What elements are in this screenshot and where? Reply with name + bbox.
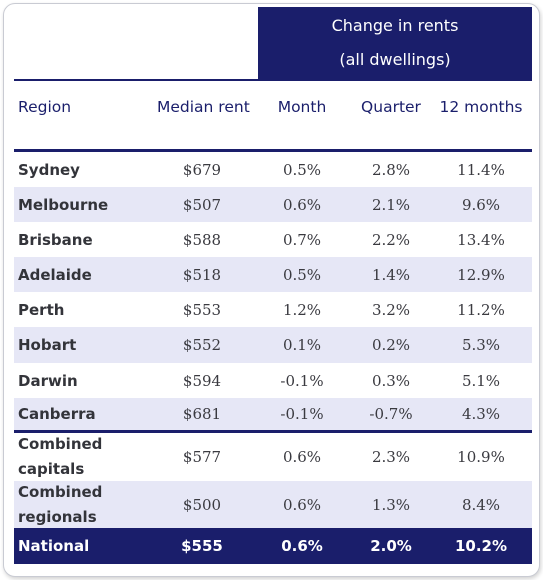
col-header-region: Region <box>18 98 72 116</box>
row-region: Adelaide <box>18 265 92 284</box>
row-quarter-change: 2.0% <box>370 537 412 555</box>
header-bottom-rule <box>14 149 532 152</box>
col-header-quarter: Quarter <box>361 98 421 116</box>
row-month-change: -0.1% <box>280 371 324 390</box>
row-month-change: 0.6% <box>282 495 322 514</box>
row-region: Canberra <box>18 405 96 423</box>
table-row-darwin: Darwin $594 -0.1% 0.3% 5.1% <box>14 363 532 398</box>
row-month-change: 0.5% <box>282 160 322 179</box>
header-group-line1: Change in rents <box>331 16 459 35</box>
col-header-median-rent: Median rent <box>157 98 250 116</box>
row-region: National <box>18 537 90 555</box>
row-median-rent: $500 <box>182 495 222 514</box>
row-region: Sydney <box>18 160 80 179</box>
row-12-month-change: 10.2% <box>454 537 508 555</box>
row-quarter-change: 2.2% <box>371 230 411 249</box>
row-median-rent: $681 <box>182 405 222 423</box>
table-row-combined-capitals: Combined capitals $577 0.6% 2.3% 10.9% <box>14 433 532 481</box>
row-median-rent: $552 <box>182 336 222 354</box>
row-region: Darwin <box>18 371 78 390</box>
row-quarter-change: 0.3% <box>371 371 411 390</box>
row-region: Perth <box>18 300 65 319</box>
row-region: Combined capitals <box>18 435 103 478</box>
summary-rule <box>14 430 532 433</box>
row-12-month-change: 11.4% <box>457 160 505 179</box>
table-row-melbourne: Melbourne $507 0.6% 2.1% 9.6% <box>14 187 532 222</box>
header-top-rule <box>14 79 532 81</box>
row-quarter-change: 0.2% <box>371 336 411 354</box>
row-12-month-change: 9.6% <box>461 195 501 214</box>
row-quarter-change: -0.7% <box>369 405 413 423</box>
row-quarter-change: 2.1% <box>371 195 411 214</box>
row-12-month-change: 11.2% <box>457 300 505 319</box>
col-header-month: Month <box>277 98 327 116</box>
row-quarter-change: 1.4% <box>371 265 411 284</box>
row-quarter-change: 3.2% <box>371 300 411 319</box>
column-header-row: Region Median rent Month Quarter 12 mont… <box>14 98 532 128</box>
row-median-rent: $588 <box>182 230 222 249</box>
row-median-rent: $577 <box>182 448 222 466</box>
row-month-change: 0.6% <box>282 448 322 466</box>
row-median-rent: $518 <box>182 265 222 284</box>
row-median-rent: $679 <box>182 160 222 179</box>
row-region: Brisbane <box>18 230 93 249</box>
table-row-canberra: Canberra $681 -0.1% -0.7% 4.3% <box>14 398 532 430</box>
row-month-change: 0.7% <box>282 230 322 249</box>
row-12-month-change: 8.4% <box>461 495 501 514</box>
row-month-change: 0.6% <box>281 537 323 555</box>
table-row-combined-regionals: Combined regionals $500 0.6% 1.3% 8.4% <box>14 481 532 528</box>
row-month-change: 0.5% <box>282 265 322 284</box>
row-quarter-change: 1.3% <box>371 495 411 514</box>
header-group-line2: (all dwellings) <box>339 50 451 69</box>
row-month-change: -0.1% <box>280 405 324 423</box>
row-12-month-change: 5.1% <box>461 371 501 390</box>
row-12-month-change: 5.3% <box>461 336 501 354</box>
row-median-rent: $555 <box>181 537 223 555</box>
col-header-12-months: 12 months <box>439 98 523 116</box>
table-row-adelaide: Adelaide $518 0.5% 1.4% 12.9% <box>14 257 532 292</box>
row-median-rent: $553 <box>182 300 222 319</box>
table-row-national: National $555 0.6% 2.0% 10.2% <box>14 528 532 564</box>
table-row-brisbane: Brisbane $588 0.7% 2.2% 13.4% <box>14 222 532 257</box>
row-12-month-change: 10.9% <box>457 448 505 466</box>
row-quarter-change: 2.3% <box>371 448 411 466</box>
row-median-rent: $507 <box>182 195 222 214</box>
change-in-rents-header: Change in rents (all dwellings) <box>258 7 532 79</box>
row-region: Melbourne <box>18 195 109 214</box>
row-quarter-change: 2.8% <box>371 160 411 179</box>
row-month-change: 1.2% <box>282 300 322 319</box>
row-median-rent: $594 <box>182 371 222 390</box>
table-row-perth: Perth $553 1.2% 3.2% 11.2% <box>14 292 532 327</box>
table-row-hobart: Hobart $552 0.1% 0.2% 5.3% <box>14 327 532 363</box>
row-month-change: 0.1% <box>282 336 322 354</box>
row-month-change: 0.6% <box>282 195 322 214</box>
row-region: Combined regionals <box>18 482 103 526</box>
row-12-month-change: 4.3% <box>461 405 501 423</box>
table-row-sydney: Sydney $679 0.5% 2.8% 11.4% <box>14 152 532 187</box>
row-12-month-change: 13.4% <box>457 230 505 249</box>
row-region: Hobart <box>18 336 77 354</box>
row-12-month-change: 12.9% <box>457 265 505 284</box>
